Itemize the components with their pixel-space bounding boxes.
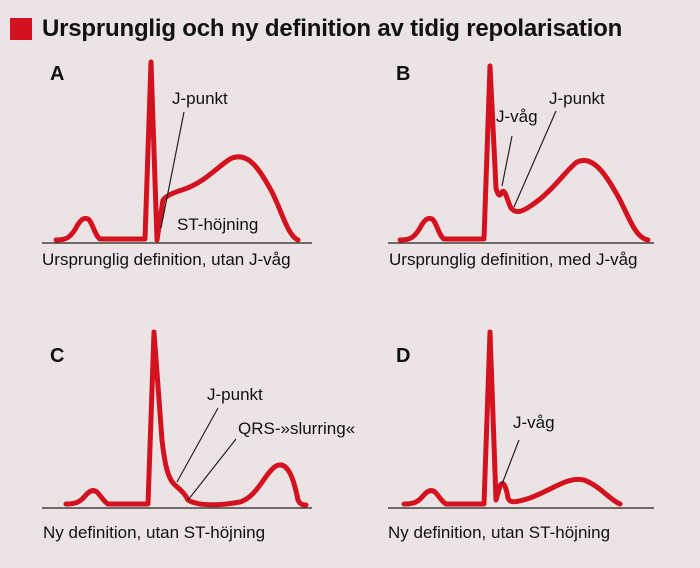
panel-c: C J-punkt QRS-»slurring« Ny definition, … [42, 329, 355, 542]
title-marker [10, 18, 32, 40]
panel-b-j-vag-pointer [501, 135, 513, 187]
panel-d-letter: D [396, 345, 410, 367]
panel-c-ecg-trace [63, 329, 309, 508]
panel-d-j-vag-label: J-våg [513, 413, 555, 432]
panel-b-j-vag-label: J-våg [496, 107, 538, 126]
panel-b: B J-våg J-punkt Ursprunglig definition, … [388, 63, 654, 269]
panel-a-j-punkt-pointer [160, 111, 185, 229]
panel-c-qrs-slurring-label: QRS-»slurring« [238, 419, 355, 438]
panel-c-caption: Ny definition, utan ST-höjning [43, 523, 265, 542]
panel-a: A J-punkt ST-höjning Ursprunglig definit… [42, 59, 312, 269]
panel-b-letter: B [396, 63, 410, 85]
panel-a-letter: A [50, 63, 64, 85]
panel-b-j-punkt-label: J-punkt [549, 89, 605, 108]
panel-a-caption: Ursprunglig definition, utan J-våg [42, 250, 291, 269]
panel-d: D J-våg Ny definition, utan ST-höjning [388, 329, 654, 542]
panel-b-caption: Ursprunglig definition, med J-våg [389, 250, 638, 269]
panel-c-j-punkt-pointer [176, 407, 219, 483]
panel-a-st-hojning-label: ST-höjning [177, 215, 258, 234]
panel-a-j-punkt-label: J-punkt [172, 89, 228, 108]
panel-d-j-vag-pointer [501, 439, 520, 485]
panel-b-j-punkt-pointer [513, 110, 557, 208]
panel-d-ecg-trace [401, 329, 623, 507]
panel-c-slurring-pointer [187, 438, 237, 501]
panel-c-j-punkt-label: J-punkt [207, 385, 263, 404]
panel-c-letter: C [50, 345, 64, 367]
title-text: Ursprunglig och ny definition av tidig r… [42, 15, 623, 42]
panel-b-ecg-trace [397, 63, 651, 243]
figure-title: Ursprunglig och ny definition av tidig r… [10, 14, 622, 44]
panel-d-caption: Ny definition, utan ST-höjning [388, 523, 610, 542]
